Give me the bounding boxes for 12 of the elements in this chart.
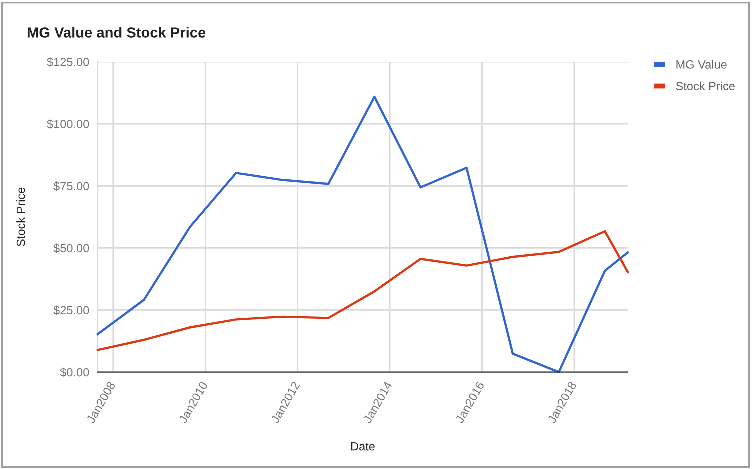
- y-tick-label: $0.00: [60, 368, 90, 378]
- y-tick-label: $100.00: [47, 120, 90, 130]
- legend-label: Stock Price: [676, 82, 735, 91]
- chart-title: MG Value and Stock Price: [28, 27, 206, 38]
- x-axis-title: Date: [352, 442, 375, 451]
- y-tick-label: $50.00: [54, 244, 90, 254]
- y-axis-title: Stock Price: [16, 188, 26, 246]
- y-tick-label: $25.00: [54, 306, 90, 316]
- y-tick-label: $75.00: [54, 182, 90, 192]
- line-series: [96, 230, 630, 352]
- y-tick-label: $125.00: [47, 58, 90, 68]
- legend-label: MG Value: [676, 60, 727, 69]
